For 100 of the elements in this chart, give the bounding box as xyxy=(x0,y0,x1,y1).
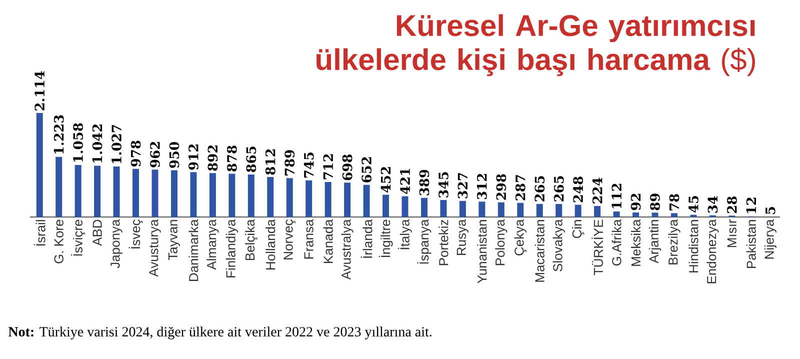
bar xyxy=(56,156,62,217)
x-tick-label: Japonya xyxy=(110,219,122,268)
x-tick-label: Slovakya xyxy=(552,219,565,272)
x-tick-label: Brezilya xyxy=(668,219,680,264)
data-label: 327 xyxy=(458,173,468,198)
bar xyxy=(170,170,178,217)
data-label: 865 xyxy=(246,146,256,172)
bar xyxy=(209,173,216,217)
data-label: 389 xyxy=(419,170,430,196)
x-tick-label: İsveç xyxy=(128,220,143,248)
x-tick-label: Pakistan xyxy=(746,220,756,268)
data-label: 712 xyxy=(323,154,333,180)
bar xyxy=(402,196,408,217)
bar xyxy=(306,180,312,217)
x-tick-label: Arjantin xyxy=(648,220,662,264)
x-tick-label: Kanada xyxy=(323,219,333,263)
bar xyxy=(632,212,640,217)
x-tick-label: Meksika xyxy=(631,219,641,266)
x-tick-label: İsrail xyxy=(34,220,46,246)
bar xyxy=(670,213,678,217)
data-label: 45 xyxy=(688,196,698,213)
x-tick-label: Hindistan xyxy=(688,220,698,272)
bar xyxy=(228,174,236,217)
bar xyxy=(267,177,274,217)
bar xyxy=(248,174,254,217)
x-tick-label: G. Kore xyxy=(54,220,64,264)
bar xyxy=(74,164,82,217)
data-label: 92 xyxy=(630,194,641,210)
x-tick-label: Finlandiya xyxy=(226,219,238,278)
data-label: 112 xyxy=(612,184,622,208)
x-tick-label: Macaristan xyxy=(534,220,544,282)
bar xyxy=(382,194,390,217)
bar xyxy=(36,112,43,217)
x-tick-label: Tayvan xyxy=(168,220,180,260)
x-tick-label: Belçika xyxy=(245,219,258,260)
bar xyxy=(152,170,158,217)
bar xyxy=(613,211,620,217)
bar xyxy=(420,198,428,217)
data-label: 950 xyxy=(169,142,180,168)
x-tick-label: Almanya xyxy=(206,219,219,270)
data-label: 912 xyxy=(188,144,198,170)
data-label: 287 xyxy=(515,175,526,200)
bar xyxy=(594,206,601,217)
data-label: 892 xyxy=(208,145,218,171)
x-tick-label: Avusturya xyxy=(149,219,161,277)
x-tick-label: Mısır xyxy=(727,219,736,248)
text: Not: Türkiye varisi 2024, diğer ülkere ait veriler 2022 ve 2023 yıllarına ait. xyxy=(8,326,432,340)
x-tick-label: TÜRKİYE xyxy=(592,220,604,276)
bar xyxy=(94,166,101,217)
x-tick-label: Avustralya xyxy=(341,219,354,280)
data-label: 789 xyxy=(284,150,295,176)
bar xyxy=(132,168,140,217)
data-label: 962 xyxy=(150,142,160,168)
x-tick-label: Fransa xyxy=(304,219,314,259)
x-tick-label: Norveç xyxy=(284,220,296,260)
x-tick-label: Portekiz xyxy=(438,220,448,266)
bar xyxy=(440,200,447,217)
bar xyxy=(459,200,466,217)
bar xyxy=(344,182,351,217)
data-label: 1.223 xyxy=(54,115,64,154)
data-label: 345 xyxy=(438,172,448,198)
data-label: 1.027 xyxy=(112,125,122,164)
bar xyxy=(190,172,197,217)
data-label: 298 xyxy=(496,174,506,200)
bar xyxy=(286,178,293,217)
x-tick-label: İtalya xyxy=(398,219,412,250)
x-tick-label: Çekya xyxy=(514,219,526,256)
data-label: 265 xyxy=(534,176,545,202)
data-label: 5 xyxy=(766,206,776,214)
x-tick-label: İsviçre xyxy=(71,220,86,256)
x-tick-label: İrlanda xyxy=(360,219,372,258)
bar xyxy=(517,202,524,217)
bar xyxy=(498,202,504,217)
data-label: 312 xyxy=(477,174,487,200)
x-tick-label: ABD xyxy=(92,220,102,246)
x-tick-label: Hollanda xyxy=(266,219,276,270)
data-label: 1.042 xyxy=(92,124,102,162)
bar xyxy=(574,204,582,217)
data-label: 652 xyxy=(362,157,372,182)
data-label: 265 xyxy=(554,176,564,202)
bar xyxy=(556,204,562,217)
x-tick-label: Rusya xyxy=(456,219,469,255)
data-label: 978 xyxy=(130,140,141,166)
x-tick-label: Yunanistan xyxy=(477,220,487,284)
x-tick-label: G.Afrika xyxy=(612,219,622,266)
data-label: 421 xyxy=(400,168,410,194)
data-label: 812 xyxy=(265,149,276,175)
data-label: 28 xyxy=(727,196,737,214)
bar xyxy=(478,202,486,217)
bar xyxy=(113,166,120,217)
chart-title: Küresel Ar-Ge yatırımcısı ülkelerde kişi başı harcama ($) xyxy=(316,14,755,76)
data-label: 745 xyxy=(304,152,314,178)
x-tick-label: Polonya xyxy=(495,219,508,266)
data-label: 698 xyxy=(342,154,352,180)
data-label: 89 xyxy=(650,194,660,210)
x-tick-label: Danimarka xyxy=(188,219,198,281)
data-label: 2.114 xyxy=(34,71,45,110)
x-tick-label: İspanya xyxy=(417,219,432,264)
data-label: 224 xyxy=(592,178,602,204)
bar xyxy=(536,204,543,217)
